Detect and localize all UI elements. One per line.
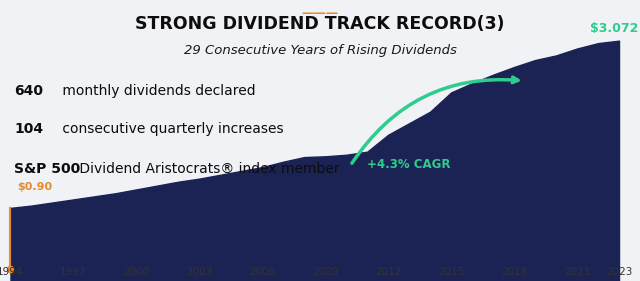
- Text: 2003: 2003: [186, 267, 212, 277]
- Text: 2012: 2012: [375, 267, 401, 277]
- Text: $0.90: $0.90: [17, 182, 52, 192]
- Text: 2006: 2006: [249, 267, 275, 277]
- Text: 2023: 2023: [606, 267, 632, 277]
- Text: ———: ———: [301, 7, 339, 20]
- Text: Dividend Aristocrats® index member: Dividend Aristocrats® index member: [75, 162, 339, 176]
- Text: +4.3% CAGR: +4.3% CAGR: [367, 158, 451, 171]
- Text: STRONG DIVIDEND TRACK RECORD(3): STRONG DIVIDEND TRACK RECORD(3): [135, 15, 505, 33]
- Text: 2015: 2015: [438, 267, 465, 277]
- Text: 104: 104: [14, 122, 44, 136]
- Text: 640: 640: [14, 84, 43, 98]
- Text: 2009: 2009: [312, 267, 339, 277]
- Text: 2021: 2021: [564, 267, 590, 277]
- Text: 29 Consecutive Years of Rising Dividends: 29 Consecutive Years of Rising Dividends: [184, 44, 456, 56]
- Text: 2000: 2000: [124, 267, 150, 277]
- Text: 1997: 1997: [60, 267, 86, 277]
- Text: monthly dividends declared: monthly dividends declared: [58, 84, 255, 98]
- Text: consecutive quarterly increases: consecutive quarterly increases: [58, 122, 284, 136]
- Text: $3.072: $3.072: [589, 22, 638, 35]
- Text: 1994: 1994: [0, 267, 24, 277]
- Text: 2018: 2018: [501, 267, 527, 277]
- Text: S&P 500: S&P 500: [14, 162, 81, 176]
